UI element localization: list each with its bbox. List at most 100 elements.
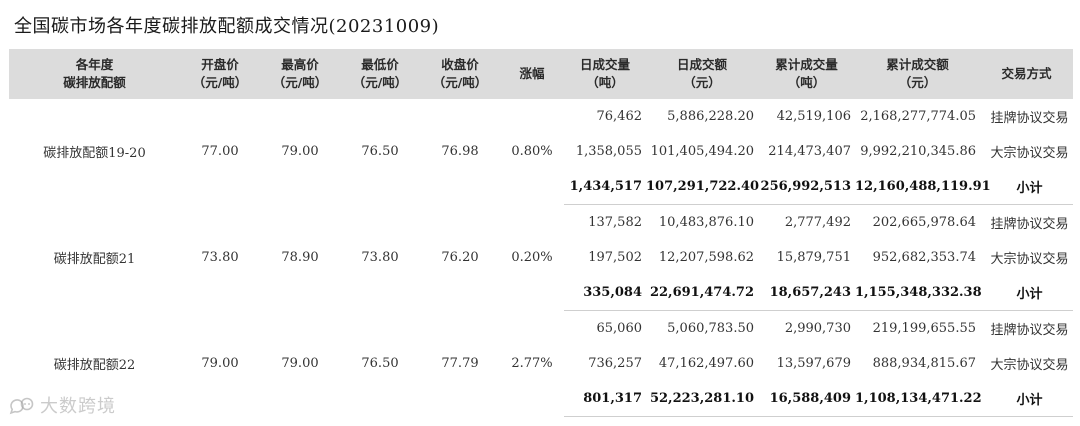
- daily-volume-cell: 1,434,517: [564, 169, 646, 205]
- quota-name-cell: 碳排放配额21: [53, 252, 136, 267]
- cum-volume-cell: 13,597,679: [776, 356, 851, 371]
- daily-volume-cell: 197,502: [588, 250, 642, 265]
- daily-volume-cell: 335,084: [564, 275, 646, 311]
- cum-volume-cell: 256,992,513: [758, 169, 855, 205]
- daily-volume-cell: 801,317: [564, 381, 646, 417]
- cum-volume-cell: 42,519,106: [776, 109, 851, 124]
- header-line: 碳排放配额: [63, 75, 126, 90]
- table-row: 1,434,517 107,291,722.40 256,992,513 12,160…: [9, 169, 1073, 205]
- cum-amount-cell: 888,934,815.67: [872, 356, 976, 371]
- low-price-cell: 76.50: [361, 356, 399, 371]
- cum-amount-cell: 9,992,210,345.86: [860, 144, 976, 159]
- daily-amount-cell: 5,060,783.50: [667, 321, 754, 336]
- trade-method-cell: 小计: [980, 169, 1073, 205]
- header-line: （吨）: [586, 75, 624, 90]
- table-row: 736,257 47,162,497.60 13,597,679 888,934,81…: [9, 346, 1073, 381]
- daily-volume-cell: 137,582: [588, 215, 642, 230]
- cum-volume-cell: 2,777,492: [784, 215, 851, 230]
- daily-amount-cell: 5,886,228.20: [667, 109, 754, 124]
- carbon-allowance-table: 各年度碳排放配额 开盘价 （元/吨） 最高价 （元/吨） 最低价 （元/吨） 收盘价 （元/吨）…: [9, 49, 1073, 417]
- table-row: 801,317 52,223,281.10 16,588,409 1,108,134,…: [9, 381, 1073, 417]
- trade-method-cell: 挂牌协议交易: [990, 217, 1069, 232]
- cum-volume-cell: 15,879,751: [776, 250, 851, 265]
- daily-amount-cell: 10,483,876.10: [658, 215, 754, 230]
- header-line: （吨）: [787, 75, 826, 90]
- header-open-price: 开盘价 （元/吨）: [180, 49, 260, 99]
- trade-method-cell: 大宗协议交易: [990, 146, 1069, 161]
- daily-amount-cell: 12,207,598.62: [658, 250, 754, 265]
- cum-amount-cell: 1,108,134,471.22: [855, 381, 982, 417]
- high-price-cell: 79.00: [281, 356, 319, 371]
- cum-volume-cell: 18,657,243: [758, 275, 855, 311]
- header-line: （元/吨）: [352, 75, 408, 90]
- header-low-price: 最低价 （元/吨）: [340, 49, 420, 99]
- watermark: 大数跨境: [8, 392, 116, 418]
- header-change: 涨幅: [500, 49, 564, 99]
- quota-name-cell: 碳排放配额19-20: [43, 146, 146, 162]
- header-line: （元/吨）: [432, 75, 488, 90]
- trade-method-cell: 小计: [980, 275, 1073, 311]
- header-line: 收盘价: [441, 57, 479, 72]
- header-line: 日成交额: [676, 57, 727, 72]
- close-price-cell: 76.20: [441, 250, 479, 265]
- trade-method-cell: 小计: [980, 381, 1073, 417]
- header-line: 各年度: [75, 57, 114, 72]
- header-line: （元）: [683, 75, 721, 90]
- header-line: 涨幅: [519, 66, 545, 81]
- table-row: 1,358,055 101,405,494.20 214,473,407 9,992,…: [9, 134, 1073, 169]
- open-price-cell: 73.80: [201, 250, 239, 265]
- cum-volume-cell: 2,990,730: [784, 321, 851, 336]
- change-cell: 0.80%: [511, 144, 553, 160]
- cum-amount-cell: 1,155,348,332.38: [855, 275, 982, 311]
- header-line: 日成交量: [579, 57, 630, 72]
- low-price-cell: 76.50: [361, 144, 399, 160]
- header-line: 最高价: [281, 57, 319, 72]
- header-daily-volume: 日成交量 （吨）: [564, 49, 646, 99]
- high-price-cell: 79.00: [281, 144, 319, 160]
- open-price-cell: 77.00: [201, 144, 239, 160]
- table-row: 335,084 22,691,474.72 18,657,243 1,155,348,…: [9, 275, 1073, 311]
- table-row: 碳排放配额21 73.80 78.90 73.80 76.20 0.20% 137,582 1…: [9, 205, 1073, 267]
- header-daily-amount: 日成交额 （元）: [646, 49, 758, 99]
- low-price-cell: 73.80: [361, 250, 399, 265]
- table-row: 碳排放配额22 79.00 79.00 76.50 77.79 2.77% 65,060 5,…: [9, 311, 1073, 373]
- trade-method-cell: 挂牌协议交易: [990, 111, 1069, 126]
- trade-method-cell: 大宗协议交易: [990, 252, 1069, 267]
- cum-amount-cell: 12,160,488,119.91: [855, 169, 991, 205]
- cum-amount-cell: 952,682,353.74: [872, 250, 976, 265]
- daily-volume-cell: 1,358,055: [575, 144, 642, 159]
- trade-method-cell: 挂牌协议交易: [990, 323, 1069, 338]
- open-price-cell: 79.00: [201, 356, 239, 371]
- trade-method-cell: 大宗协议交易: [990, 358, 1069, 373]
- change-cell: 0.20%: [511, 250, 553, 265]
- header-high-price: 最高价 （元/吨）: [260, 49, 340, 99]
- close-price-cell: 76.98: [441, 144, 479, 160]
- cum-amount-cell: 219,199,655.55: [872, 321, 976, 336]
- header-line: 最低价: [361, 57, 399, 72]
- cum-volume-cell: 16,588,409: [758, 381, 855, 417]
- table-header-row: 各年度碳排放配额 开盘价 （元/吨） 最高价 （元/吨） 最低价 （元/吨） 收盘价 （元/吨）…: [9, 49, 1073, 99]
- header-line: （元/吨）: [272, 75, 328, 90]
- daily-amount-cell: 107,291,722.40: [646, 169, 759, 205]
- daily-volume-cell: 65,060: [596, 321, 643, 336]
- watermark-text: 大数跨境: [40, 396, 116, 417]
- quota-name-cell: 碳排放配额22: [53, 358, 136, 373]
- header-line: 开盘价: [201, 57, 239, 72]
- cum-amount-cell: 202,665,978.64: [872, 215, 976, 230]
- close-price-cell: 77.79: [441, 356, 479, 371]
- header-line: （元）: [898, 75, 937, 90]
- header-quota-year: 各年度 碳排放配额: [9, 49, 180, 99]
- high-price-cell: 78.90: [281, 250, 319, 265]
- daily-amount-cell: 52,223,281.10: [646, 381, 758, 417]
- header-line: 累计成交量: [775, 57, 838, 72]
- cum-amount-cell: 2,168,277,774.05: [860, 109, 976, 124]
- header-line: （元/吨）: [192, 75, 248, 90]
- daily-volume-cell: 76,462: [596, 109, 643, 124]
- header-cum-amount: 累计成交额 （元）: [855, 49, 980, 99]
- cum-volume-cell: 214,473,407: [768, 144, 851, 159]
- header-method: 交易方式: [980, 49, 1073, 99]
- header-cum-volume: 累计成交量 （吨）: [758, 49, 855, 99]
- daily-amount-cell: 101,405,494.20: [650, 144, 754, 159]
- change-cell: 2.77%: [511, 356, 553, 371]
- daily-amount-cell: 22,691,474.72: [646, 275, 758, 311]
